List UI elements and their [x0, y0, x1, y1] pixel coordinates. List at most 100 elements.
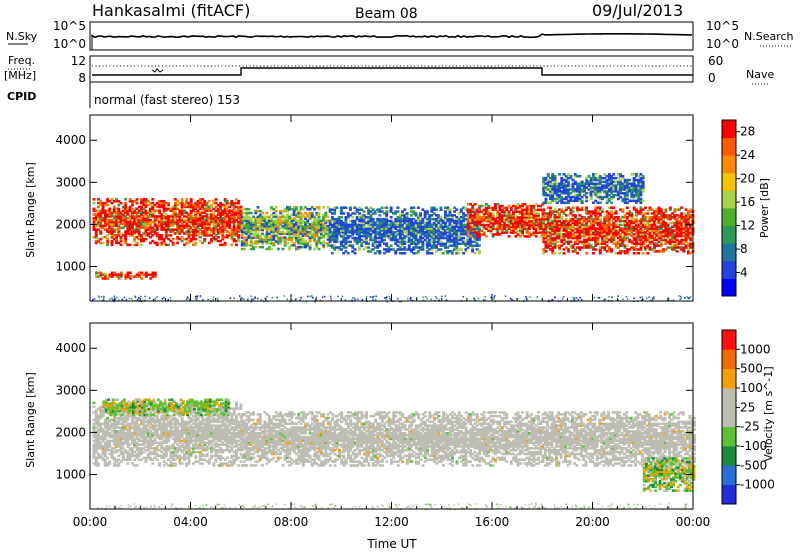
echo-cell — [180, 207, 184, 211]
echo-cell — [324, 242, 328, 245]
echo-cell — [335, 217, 339, 221]
echo-cell — [149, 218, 152, 222]
echo-cell — [247, 221, 251, 224]
echo-cell — [178, 201, 182, 205]
echo-cell — [328, 223, 332, 227]
echo-cell — [144, 198, 148, 201]
echo-cell — [637, 252, 641, 255]
echo-cell — [403, 214, 407, 217]
echo-cell — [99, 220, 103, 224]
echo-cell — [333, 223, 337, 227]
echo-cell — [308, 245, 312, 249]
echo-cell — [283, 209, 287, 213]
echo-cell — [142, 224, 146, 228]
echo-cell — [378, 234, 382, 238]
echo-cell — [101, 205, 105, 209]
echo-cell — [295, 236, 298, 239]
echo-cell — [322, 236, 326, 239]
echo-cell — [279, 209, 283, 213]
echo-cell — [308, 226, 312, 230]
echo-cell — [176, 200, 180, 203]
echo-cell — [286, 242, 289, 245]
echo-cell — [240, 228, 244, 232]
echo-cell — [261, 228, 264, 232]
echo-cell — [265, 236, 269, 239]
echo-cell — [378, 225, 382, 228]
echo-cell — [358, 206, 361, 209]
echo-cell — [385, 212, 389, 215]
echo-cell — [205, 228, 209, 231]
echo-cell — [304, 221, 307, 224]
echo-cell — [346, 252, 350, 255]
echo-cell — [322, 223, 326, 226]
echo-cell — [286, 238, 289, 241]
echo-cell — [128, 222, 132, 226]
echo-cell — [219, 218, 222, 222]
echo-cell — [115, 222, 118, 226]
echo-cell — [180, 220, 184, 224]
echo-cell — [286, 228, 289, 232]
echo-cell — [115, 228, 118, 231]
echo-cell — [385, 219, 389, 223]
echo-cell — [313, 230, 316, 234]
echo-cell — [252, 234, 255, 237]
echo-cell — [237, 217, 241, 220]
echo-cell — [355, 216, 359, 219]
echo-cell — [176, 207, 180, 211]
echo-cell — [212, 237, 216, 241]
echo-cell — [108, 230, 112, 233]
freq-label: Freq. — [8, 54, 35, 67]
echo-cell — [678, 295, 680, 297]
echo-cell — [153, 222, 157, 226]
echo-cell — [115, 237, 118, 241]
echo-cell — [128, 271, 132, 274]
echo-cell — [243, 236, 246, 239]
echo-cell — [187, 205, 191, 209]
echo-cell — [410, 238, 413, 242]
echo-cell — [290, 228, 294, 232]
freq-panel-frame — [89, 55, 694, 83]
echo-cell — [358, 225, 361, 228]
echo-cell — [239, 207, 243, 211]
echo-cell — [152, 298, 155, 301]
echo-cell — [252, 232, 255, 236]
echo-cell — [183, 215, 186, 218]
power-echo-cells — [92, 173, 695, 303]
echo-cell — [180, 211, 184, 214]
echo-cell — [322, 245, 326, 249]
echo-cell — [405, 229, 409, 232]
echo-cell — [198, 201, 202, 205]
echo-cell — [383, 297, 386, 299]
echo-cell — [99, 213, 103, 216]
echo-cell — [544, 250, 548, 253]
echo-cell — [261, 245, 264, 249]
echo-cell — [185, 213, 189, 216]
echo-cell — [187, 224, 191, 228]
echo-cell — [333, 229, 337, 232]
echo-cell — [137, 230, 141, 233]
echo-cell — [344, 231, 348, 234]
echo-cell — [258, 213, 262, 217]
nave-label: Nave — [746, 68, 774, 81]
echo-cell — [394, 217, 398, 221]
freq-scatter-marks — [151, 68, 164, 73]
echo-cell — [205, 209, 209, 212]
echo-cell — [198, 213, 202, 216]
echo-cell — [176, 241, 180, 245]
echo-cell — [263, 217, 267, 220]
echo-cell — [137, 205, 141, 209]
echo-cell — [333, 246, 337, 249]
echo-cell — [216, 297, 219, 300]
echo-cell — [279, 211, 283, 215]
echo-cell — [295, 208, 298, 211]
echo-cell — [322, 230, 326, 234]
echo-cell — [362, 238, 366, 242]
echo-cell — [378, 214, 382, 217]
echo-cell — [405, 234, 409, 238]
echo-cell — [349, 206, 352, 209]
echo-cell — [228, 201, 232, 205]
echo-cell — [351, 244, 355, 247]
echo-cell — [335, 219, 339, 223]
echo-cell — [126, 273, 130, 276]
echo-cell — [149, 203, 152, 207]
